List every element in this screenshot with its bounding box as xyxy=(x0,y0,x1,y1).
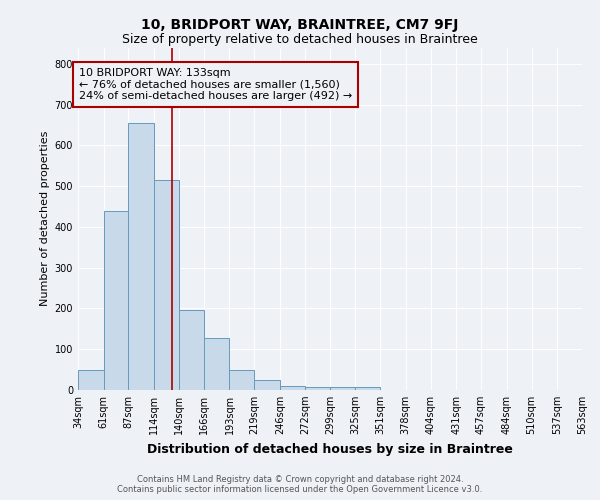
Bar xyxy=(229,370,254,390)
Bar xyxy=(305,386,331,390)
Bar xyxy=(355,386,380,390)
Text: Contains HM Land Registry data © Crown copyright and database right 2024.
Contai: Contains HM Land Registry data © Crown c… xyxy=(118,474,482,494)
Text: Size of property relative to detached houses in Braintree: Size of property relative to detached ho… xyxy=(122,32,478,46)
Bar xyxy=(78,370,104,390)
X-axis label: Distribution of detached houses by size in Braintree: Distribution of detached houses by size … xyxy=(147,442,513,456)
Bar xyxy=(179,310,204,390)
Bar xyxy=(331,386,355,390)
Bar xyxy=(204,338,229,390)
Bar xyxy=(154,180,179,390)
Y-axis label: Number of detached properties: Number of detached properties xyxy=(40,131,50,306)
Bar xyxy=(254,380,280,390)
Bar xyxy=(128,123,154,390)
Text: 10, BRIDPORT WAY, BRAINTREE, CM7 9FJ: 10, BRIDPORT WAY, BRAINTREE, CM7 9FJ xyxy=(142,18,458,32)
Bar xyxy=(104,210,128,390)
Text: 10 BRIDPORT WAY: 133sqm
← 76% of detached houses are smaller (1,560)
24% of semi: 10 BRIDPORT WAY: 133sqm ← 76% of detache… xyxy=(79,68,352,101)
Bar xyxy=(280,386,305,390)
